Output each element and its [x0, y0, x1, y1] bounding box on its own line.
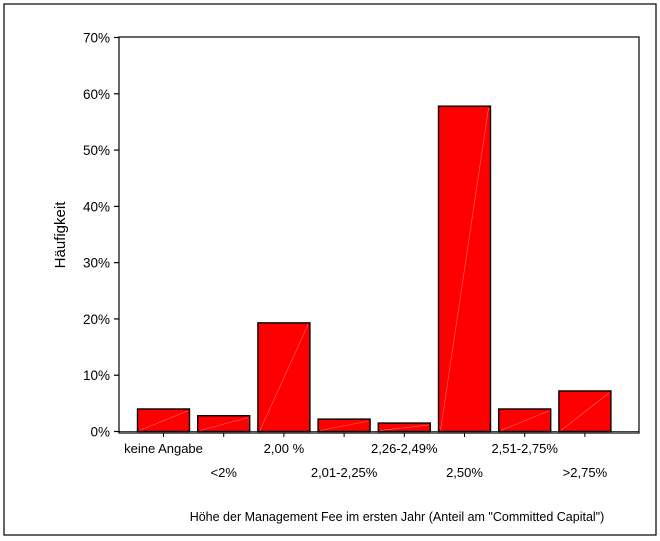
bar-shading	[199, 417, 248, 431]
bar-shading	[320, 420, 369, 431]
y-tick-label: 10%	[83, 368, 110, 383]
y-axis: 0% 10% 20% 30% 40% 50% 60% 70%	[83, 31, 639, 440]
y-tick-label: 60%	[83, 87, 110, 102]
y-tick-label: 50%	[83, 143, 110, 158]
bar	[558, 390, 612, 433]
x-tick-label: keine Angabe	[124, 441, 203, 456]
y-tick-label: 70%	[83, 31, 110, 46]
y-tick-label: 0%	[90, 425, 110, 440]
bar-shading	[440, 108, 489, 431]
x-tick-label: >2,75%	[563, 465, 608, 480]
bar-shading	[139, 410, 188, 431]
y-axis-label: Häufigkeit	[52, 201, 69, 269]
bar-shading	[500, 410, 549, 431]
x-tick-label: 2,51-2,75%	[491, 441, 558, 456]
x-tick-label: 2,26-2,49%	[371, 441, 438, 456]
bar-shading	[259, 324, 309, 431]
x-tick-label: 2,01-2,25%	[311, 465, 378, 480]
bars-layer	[136, 105, 612, 433]
x-tick-label: 2,00 %	[264, 441, 305, 456]
y-tick-label: 40%	[83, 199, 110, 214]
x-tick-label: <2%	[211, 465, 238, 480]
y-tick-label: 30%	[83, 256, 110, 271]
plot-area	[118, 36, 640, 434]
bar-shading	[380, 424, 429, 431]
y-tick-label: 20%	[83, 312, 110, 327]
bar-shading	[560, 392, 610, 431]
x-axis: keine Angabe <2% 2,00 % 2,01-2,25% 2,26-2,49…	[124, 433, 608, 480]
x-axis-label: Höhe der Management Fee im ersten Jahr (…	[190, 510, 605, 524]
x-tick-label: 2,50%	[446, 465, 483, 480]
bar	[377, 422, 431, 433]
